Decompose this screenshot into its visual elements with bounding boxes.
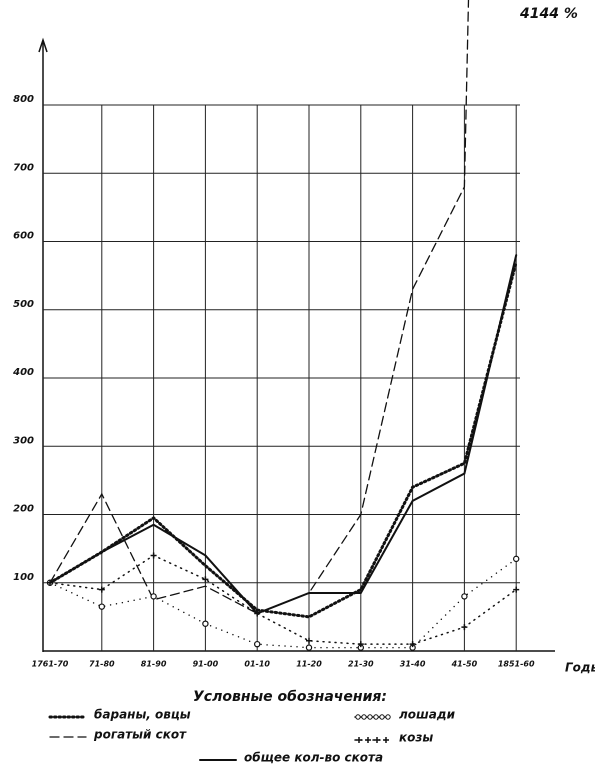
y-tick-label: 200	[13, 504, 34, 515]
point	[461, 593, 468, 600]
legend-marker	[385, 714, 391, 720]
point	[98, 603, 106, 610]
legend-marker	[367, 714, 373, 720]
series-line	[49, 0, 470, 615]
legend-marker	[365, 737, 371, 743]
y-tick-label: 600	[13, 231, 34, 242]
series-line	[49, 558, 517, 649]
point	[98, 586, 105, 593]
x-tick-label: 1761-70	[32, 660, 69, 669]
y-tick-label: 100	[13, 572, 34, 583]
x-axis-label: Годы	[565, 661, 595, 675]
legend-marker	[379, 714, 385, 720]
point	[150, 593, 157, 600]
legend-marker	[374, 737, 380, 743]
y-tick-label: 500	[13, 299, 34, 310]
x-tick-label: 31-40	[400, 660, 426, 669]
legend-label: козы	[399, 731, 433, 745]
point	[202, 620, 209, 627]
legend-marker	[355, 714, 361, 720]
point	[513, 555, 520, 563]
point	[409, 641, 416, 648]
x-tick-label: 81-90	[141, 660, 167, 669]
legend-title: Условные обозначения:	[193, 689, 387, 705]
series-line	[49, 554, 517, 645]
y-tick-label: 400	[12, 367, 34, 378]
point	[306, 637, 312, 644]
x-tick-label: 1851-60	[498, 660, 535, 669]
point	[461, 624, 468, 631]
annotation: 4144 %	[519, 6, 578, 22]
legend-marker	[361, 714, 367, 720]
y-axis-arrow	[38, 37, 48, 53]
point	[150, 552, 157, 559]
x-tick-label: 71-80	[89, 660, 115, 669]
x-tick-label: 91-00	[193, 660, 219, 669]
point	[254, 640, 261, 648]
legend-label: рогатый скот	[93, 728, 187, 742]
x-tick-label: 01-10	[244, 660, 270, 669]
point	[513, 586, 520, 593]
legend-label: общее кол-во скота	[244, 751, 383, 765]
legend-label: бараны, овцы	[94, 708, 191, 722]
y-tick-label: 700	[13, 162, 34, 173]
legend-marker	[373, 714, 379, 720]
legend-marker	[383, 737, 389, 743]
x-tick-label: 11-20	[296, 660, 322, 669]
point	[357, 641, 364, 648]
y-tick-label: 800	[13, 94, 34, 105]
series-line	[48, 260, 518, 619]
legend-marker	[356, 737, 362, 743]
series-line	[49, 254, 518, 615]
x-tick-label: 21-30	[348, 660, 374, 669]
x-tick-label: 41-50	[451, 660, 478, 669]
point	[305, 644, 313, 651]
y-tick-label: 300	[13, 435, 34, 446]
point	[202, 576, 209, 583]
legend-label: лошади	[399, 708, 456, 722]
